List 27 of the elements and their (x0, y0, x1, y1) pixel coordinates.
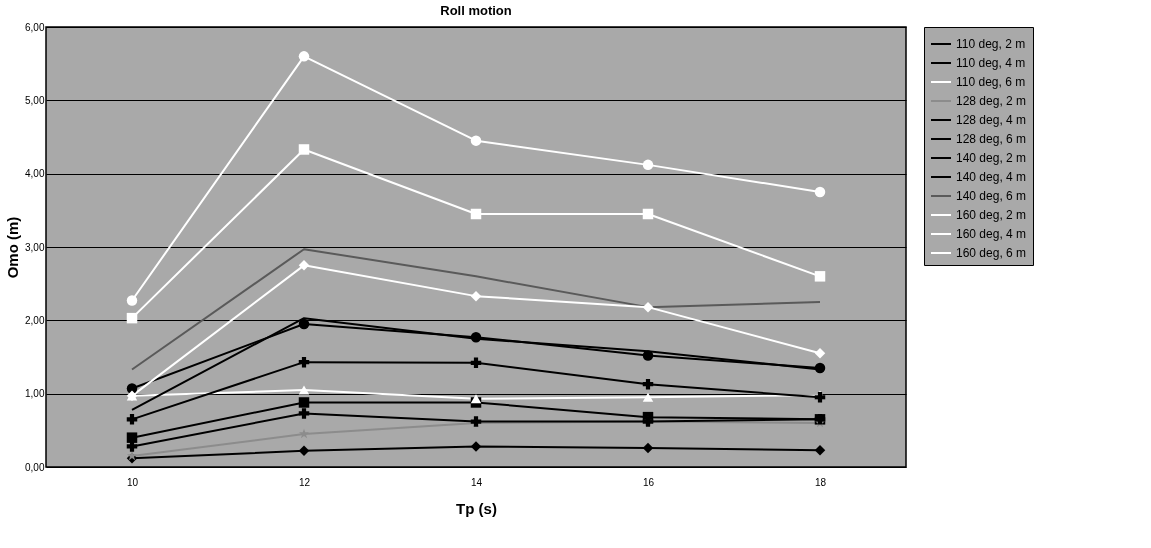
x-tick-label: 10 (126, 476, 139, 488)
x-tick-label: 18 (814, 476, 827, 488)
legend-label: 128 deg, 2 m (956, 94, 1027, 108)
legend-label: 160 deg, 6 m (956, 246, 1027, 260)
x-tick-label: 14 (470, 476, 483, 488)
y-tick-label: 0,00 (25, 461, 45, 473)
y-axis-title: Omo (m) (4, 216, 22, 279)
legend-label: 140 deg, 2 m (956, 151, 1027, 165)
legend-label: 160 deg, 2 m (956, 208, 1027, 222)
legend-label: 160 deg, 4 m (956, 227, 1027, 241)
y-tick-label: 4,00 (25, 168, 45, 180)
y-tick-label: 1,00 (25, 388, 45, 400)
legend-label: 110 deg, 6 m (956, 75, 1026, 89)
y-tick-label: 5,00 (25, 94, 45, 106)
x-tick-label: 16 (642, 476, 655, 488)
x-tick-label: 12 (298, 476, 311, 488)
legend-label: 110 deg, 4 m (956, 56, 1026, 70)
y-tick-label: 2,00 (25, 314, 45, 326)
y-tick-label: 6,00 (25, 21, 45, 33)
legend-label: 128 deg, 4 m (956, 113, 1027, 127)
legend-label: 128 deg, 6 m (956, 132, 1027, 146)
legend-label: 110 deg, 2 m (956, 37, 1026, 51)
x-axis-title: Tp (s) (456, 499, 497, 517)
chart-title: Roll motion (440, 3, 512, 18)
legend-label: 140 deg, 4 m (956, 170, 1027, 184)
legend-label: 140 deg, 6 m (956, 189, 1027, 203)
y-tick-label: 3,00 (25, 241, 45, 253)
